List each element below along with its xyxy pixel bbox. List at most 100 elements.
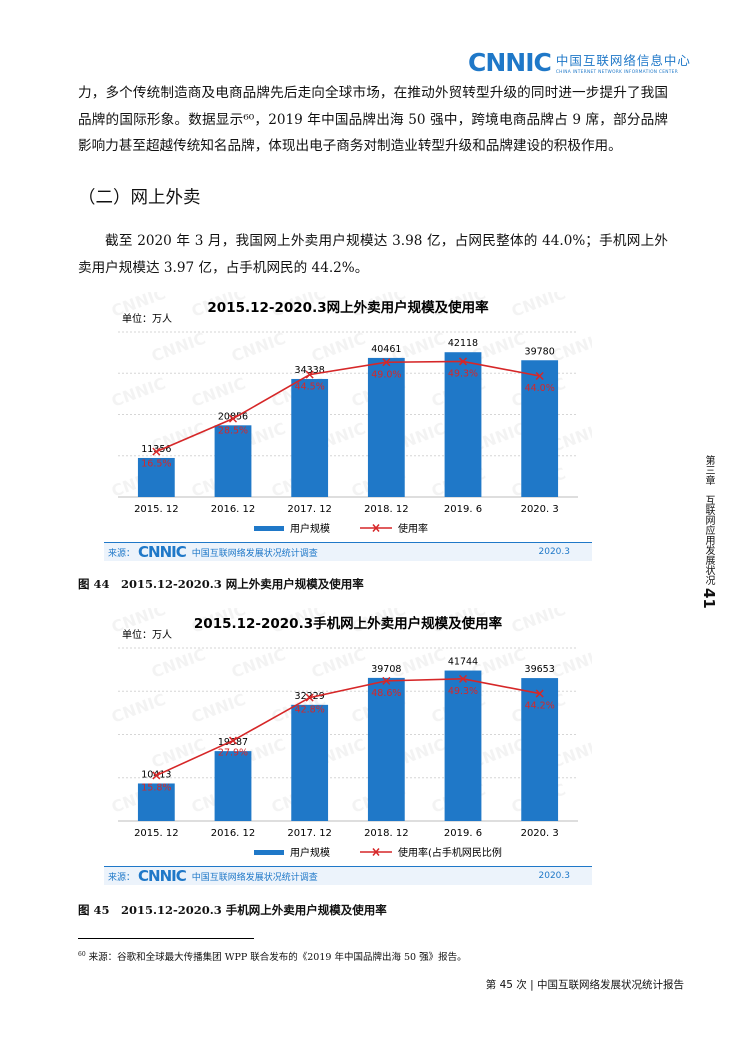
source-name: 中国互联网络发展状况统计调查	[191, 548, 318, 559]
rate-value-label: 48.6%	[371, 688, 401, 699]
bar	[137, 783, 175, 821]
rate-value-label: 28.5%	[218, 426, 248, 437]
legend-line-label: 使用率(占手机网民比例	[398, 846, 502, 859]
rate-value-label: 44.0%	[525, 383, 555, 394]
rate-marker	[305, 370, 314, 379]
rate-line	[156, 678, 540, 777]
bar-value-label: 40461	[371, 344, 401, 355]
section-paragraph: 截至 2020 年 3 月，我国网上外卖用户规模达 3.98 亿，占网民整体的 …	[78, 233, 668, 276]
footnote: 60 来源：谷歌和全球最大传播集团 WPP 联合发布的《2019 年中国品牌出海…	[78, 949, 467, 963]
footnote-rule	[78, 938, 254, 939]
bar-value-label: 11356	[141, 444, 171, 455]
category-label: 2019. 6	[444, 504, 482, 515]
bar-value-label: 32229	[295, 691, 325, 702]
source-label: 来源：	[108, 872, 136, 883]
category-label: 2015. 12	[134, 504, 179, 515]
rate-marker	[458, 674, 468, 683]
chart-44: CNNIC CNNIC CNNIC CNNIC CNNIC CNNIC CNNIC CNNIC…	[104, 292, 592, 561]
watermark: CNNIC	[189, 690, 248, 727]
rate-marker	[152, 771, 161, 780]
rate-marker	[458, 357, 468, 366]
figure-44-caption: 图 44 2015.12-2020.3 网上外卖用户规模及使用率	[78, 577, 364, 591]
logo-chinese-name: 中国互联网络信息中心	[555, 53, 691, 68]
bar	[291, 704, 329, 821]
legend-line-marker	[372, 848, 380, 856]
watermark: CNNIC	[149, 645, 208, 682]
rate-value-label: 15.8%	[141, 782, 171, 793]
bar-value-label: 39780	[525, 346, 555, 357]
chart-44-source: 来源： CNNIC 中国互联网络发展状况统计调查 2020.3	[104, 542, 592, 561]
source-date: 2020.3	[538, 547, 571, 557]
intro-paragraph: 力，多个传统制造商及电商品牌先后走向全球市场，在推动外贸转型升级的同时进一步提升…	[78, 85, 668, 154]
legend-bar-label: 用户规模	[290, 846, 330, 859]
legend-bar-swatch	[254, 850, 284, 855]
rate-value-label: 49.0%	[371, 369, 401, 380]
page-footer: 第 45 次 | 中国互联网络发展状况统计报告	[485, 979, 684, 991]
bar-value-label: 19387	[218, 737, 248, 748]
cnnic-logo: CNNIC 中国互联网络信息中心 CHINA INTERNET NETWORK …	[468, 48, 691, 77]
bar	[444, 352, 482, 497]
watermark: CNNIC	[309, 645, 368, 682]
category-label: 2018. 12	[364, 828, 409, 839]
bar	[521, 360, 559, 497]
bar-value-label: 20856	[218, 411, 248, 422]
category-label: 2019. 6	[444, 828, 482, 839]
rate-value-label: 49.3%	[448, 686, 478, 697]
chart-45-source: 来源： CNNIC 中国互联网络发展状况统计调查 2020.3	[104, 866, 592, 885]
bar-value-label: 41744	[448, 657, 478, 668]
unit-label: 单位：万人	[122, 312, 172, 325]
footnote-number: 60	[78, 950, 86, 958]
source-logo-mark: CNNIC	[138, 543, 187, 561]
rate-marker	[382, 358, 391, 367]
rate-marker	[228, 414, 238, 423]
chart-44-svg: CNNICCNNICCNNICCNNICCNNICCNNICCNNICCNNIC…	[109, 292, 592, 535]
bar	[521, 678, 559, 821]
category-label: 2016. 12	[211, 828, 256, 839]
chart-title: 2015.12-2020.3网上外卖用户规模及使用率	[207, 299, 489, 316]
watermark: CNNIC	[109, 690, 168, 727]
bar-value-label: 39708	[371, 664, 401, 675]
bar	[137, 457, 175, 497]
watermark: CNNIC	[229, 645, 288, 682]
watermark: CNNIC	[229, 329, 288, 366]
source-logo-mark: CNNIC	[138, 867, 187, 885]
bar	[214, 751, 252, 821]
category-label: 2016. 12	[211, 504, 256, 515]
bar	[367, 357, 405, 497]
legend-bar-label: 用户规模	[290, 522, 330, 535]
rate-marker	[535, 371, 544, 381]
legend-bar-swatch	[254, 526, 284, 531]
chart-45: CNNIC CNNIC CNNIC CNNIC CNNIC CNNIC CNNIC CNNIC…	[104, 608, 592, 885]
footnote-text: 来源：谷歌和全球最大传播集团 WPP 联合发布的《2019 年中国品牌出海 50…	[88, 952, 467, 963]
bar-value-label: 34338	[295, 365, 325, 376]
watermark: CNNIC	[109, 374, 168, 411]
chapter-sidebar: 第三章 互联网应用发展状况	[703, 455, 714, 585]
rate-marker	[535, 689, 544, 698]
rate-marker	[152, 447, 161, 456]
side-page-number: 41	[700, 588, 718, 609]
rate-marker	[228, 736, 238, 745]
category-label: 2017. 12	[287, 504, 332, 515]
rate-value-label: 27.9%	[218, 748, 248, 759]
chart-45-svg: CNNICCNNICCNNICCNNICCNNICCNNICCNNICCNNIC…	[109, 608, 592, 859]
bar-value-label: 39653	[525, 664, 555, 675]
watermark: CNNIC	[189, 374, 248, 411]
rate-value-label: 44.5%	[295, 382, 325, 393]
bar	[214, 425, 252, 497]
watermark: CNNIC	[549, 329, 592, 366]
rate-value-label: 44.2%	[525, 701, 555, 712]
rate-marker	[382, 676, 391, 685]
section-heading: （二）网上外卖	[78, 188, 201, 208]
rate-value-label: 49.3%	[448, 368, 478, 379]
watermark: CNNIC	[509, 292, 568, 321]
bar	[444, 670, 482, 821]
rate-value-label: 16.5%	[141, 459, 171, 470]
unit-label: 单位：万人	[122, 628, 172, 641]
rate-marker	[305, 693, 314, 702]
logo-mark: CNNIC	[468, 48, 552, 77]
bar-value-label: 42118	[448, 338, 478, 349]
category-label: 2020. 3	[521, 504, 559, 515]
bar	[367, 677, 405, 821]
watermark: CNNIC	[309, 329, 368, 366]
watermark: CNNIC	[509, 608, 568, 637]
